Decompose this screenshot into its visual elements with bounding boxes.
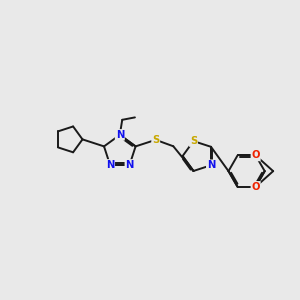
Text: N: N <box>116 130 124 140</box>
Text: N: N <box>207 160 215 170</box>
Text: S: S <box>152 135 159 145</box>
Text: N: N <box>125 160 134 170</box>
Text: O: O <box>251 150 260 161</box>
Text: N: N <box>106 160 114 170</box>
Text: S: S <box>190 136 197 146</box>
Text: O: O <box>251 182 260 192</box>
